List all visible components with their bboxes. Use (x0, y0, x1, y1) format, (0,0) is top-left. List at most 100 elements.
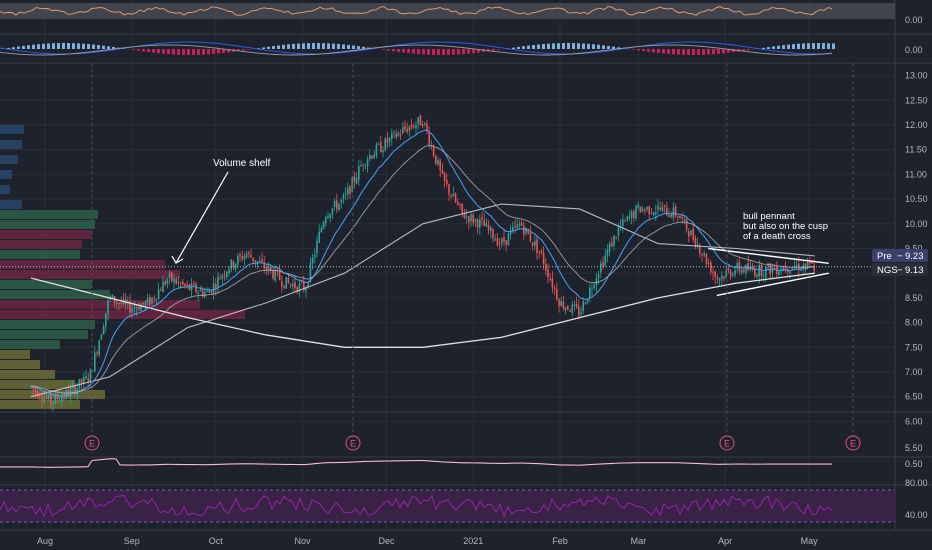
candle-body (283, 285, 285, 288)
earnings-marker[interactable]: E (845, 435, 861, 451)
candle-body (294, 282, 296, 288)
candle-body (567, 305, 569, 310)
y-tick-label: 7.50 (905, 342, 923, 352)
macd-histogram-bar (762, 47, 765, 49)
candle-body (408, 126, 411, 132)
candle-body (604, 255, 607, 266)
candle-body (514, 225, 516, 227)
macd-histogram-bar (87, 44, 90, 49)
candle-body (298, 283, 301, 292)
volume-profile-bar (0, 270, 180, 279)
earnings-marker[interactable]: E (84, 435, 100, 451)
macd-histogram-bar (302, 43, 305, 49)
pennant-label-line1: bull pennant (743, 211, 795, 222)
candle-body (270, 267, 272, 271)
candle-body (813, 265, 816, 271)
candle-body (804, 263, 807, 268)
candle-body (215, 284, 217, 289)
macd-histogram-bar (157, 49, 160, 54)
candle-body (679, 216, 681, 219)
pennant-upper-line (708, 247, 829, 265)
macd-histogram-bar (772, 46, 775, 49)
axes: Aug Sep Oct Nov Dec 2021 Feb Mar Apr May 13.00 12.5… (37, 15, 928, 546)
drawings[interactable] (0, 63, 895, 436)
macd-histogram-bar (782, 45, 785, 49)
candle-body (316, 240, 318, 254)
candle-body (773, 267, 776, 269)
candle-body (248, 252, 250, 254)
candle-body (56, 394, 59, 400)
candle-body (652, 212, 655, 215)
candle-body (538, 251, 541, 253)
candle-body (153, 297, 156, 299)
volume-profile-bar (0, 360, 40, 369)
candle-body (272, 270, 274, 279)
candle-body (201, 289, 204, 297)
price-candles[interactable] (30, 114, 816, 412)
candle-body (811, 262, 813, 264)
volume-profile-bar (0, 350, 30, 359)
macd-histogram-bar (177, 49, 180, 55)
candle-body (391, 133, 393, 139)
candle-body (369, 155, 371, 160)
candle-body (512, 227, 514, 232)
macd-histogram-bar (97, 45, 100, 49)
candle-body (237, 256, 239, 265)
macd-histogram-bar (357, 46, 360, 49)
candle-body (644, 209, 646, 211)
candle-body (641, 208, 644, 211)
volume-profile-bar (0, 290, 110, 299)
candle-body (338, 203, 340, 211)
macd-histogram-bar (262, 47, 265, 49)
macd-histogram-bar (727, 49, 730, 53)
macd-histogram-bar (382, 49, 385, 50)
macd-histogram-bar (592, 44, 595, 49)
macd-histogram-bar (67, 43, 70, 49)
candle-body (529, 232, 532, 242)
macd-histogram-bar (512, 47, 515, 49)
macd-histogram-bar (797, 43, 800, 49)
macd-histogram-bar (692, 49, 695, 55)
candle-body (809, 261, 811, 264)
macd-histogram-bar (82, 43, 85, 49)
candle-body (340, 199, 343, 203)
candle-body (487, 225, 490, 230)
svg-text:E: E (724, 439, 730, 449)
svg-text:Pre: Pre (877, 251, 892, 262)
earnings-marker[interactable]: E (345, 435, 361, 451)
macd-histogram-bar (452, 49, 455, 55)
candle-body (327, 216, 329, 218)
macd-histogram-bar (222, 49, 225, 54)
y-tick-label: 12.00 (905, 120, 928, 130)
macd-histogram-bar (602, 45, 605, 49)
macd-histogram-bar (717, 49, 720, 54)
candle-body (65, 389, 68, 398)
candle-body (362, 164, 365, 166)
macd-histogram-bar (802, 43, 805, 49)
x-tick-label: Dec (378, 536, 395, 546)
macd-histogram-bar (297, 43, 300, 49)
candle-body (780, 270, 783, 272)
candle-body (784, 267, 787, 271)
earnings-marker[interactable]: E (719, 435, 735, 451)
candle-body (212, 282, 215, 294)
volume-profile-bar (0, 260, 165, 269)
y-tick-label: 11.50 (905, 145, 927, 155)
candle-body (417, 117, 420, 124)
candle-body (289, 283, 292, 285)
macd-histogram-bar (447, 49, 450, 55)
macd-histogram-bar (677, 49, 680, 55)
candle-body (39, 396, 41, 398)
candle-body (578, 306, 580, 316)
candle-body (765, 266, 767, 278)
macd-histogram-bar (282, 44, 285, 49)
svg-text:−: − (897, 251, 903, 262)
candle-body (729, 270, 732, 276)
macd-histogram-bar (682, 49, 685, 55)
candle-body (318, 231, 321, 243)
candle-body (743, 269, 745, 273)
moving-averages (30, 129, 815, 398)
y-tick-label: 6.00 (905, 416, 923, 426)
volume-profile-bar (0, 370, 55, 379)
